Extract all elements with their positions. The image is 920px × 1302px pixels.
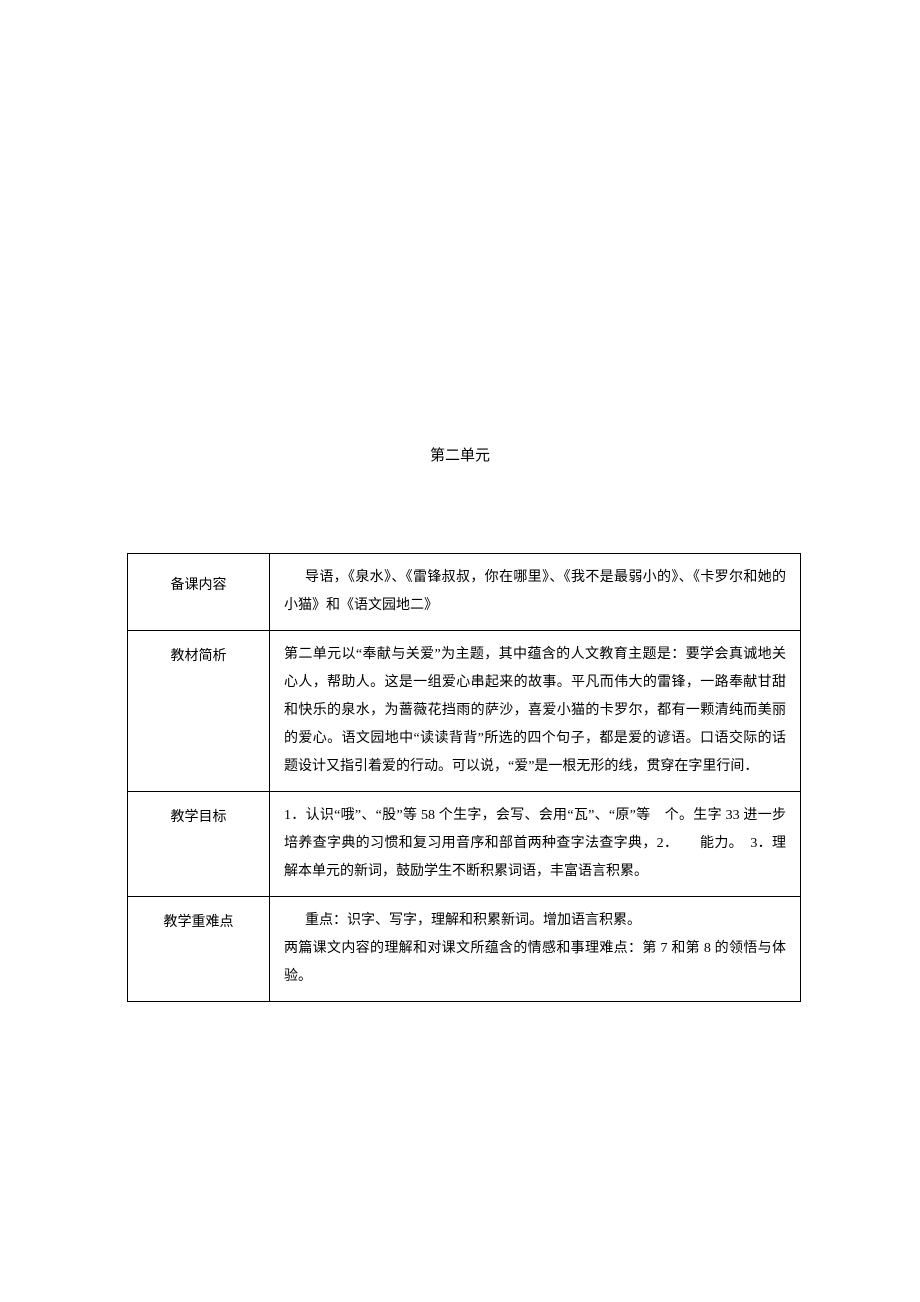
cell-text-line2: 两篇课文内容的理解和对课文所蕴含的情感和事理难点：第 7 和第 8 的领悟与体验… <box>284 935 786 991</box>
table-row: 备课内容 导语，《泉水》、《雷锋叔叔，你在哪里》、《我不是最弱小的》、《卡罗尔和… <box>128 554 801 631</box>
page: 第二单元 备课内容 导语，《泉水》、《雷锋叔叔，你在哪里》、《我不是最弱小的》、… <box>0 0 920 1302</box>
lesson-plan-table: 备课内容 导语，《泉水》、《雷锋叔叔，你在哪里》、《我不是最弱小的》、《卡罗尔和… <box>127 553 801 1002</box>
unit-title: 第二单元 <box>0 444 920 465</box>
row-content-key-difficulties: 重点：识字、写字，理解和积累新词。增加语言积累。 两篇课文内容的理解和对课文所蕴… <box>270 897 801 1002</box>
row-label-material-analysis: 教材简析 <box>128 631 270 792</box>
cell-text: 1．认识“哦”、“股”等 58 个生字，会写、会用“瓦”、“原”等 个。生字 3… <box>284 802 786 886</box>
cell-text-line1: 重点：识字、写字，理解和积累新词。增加语言积累。 <box>284 907 786 935</box>
cell-text: 第二单元以“奉献与关爱”为主题，其中蕴含的人文教育主题是：要学会真诚地关心人，帮… <box>284 641 786 781</box>
row-content-prep-content: 导语，《泉水》、《雷锋叔叔，你在哪里》、《我不是最弱小的》、《卡罗尔和她的小猫》… <box>270 554 801 631</box>
table-row: 教学重难点 重点：识字、写字，理解和积累新词。增加语言积累。 两篇课文内容的理解… <box>128 897 801 1002</box>
table-row: 教材简析 第二单元以“奉献与关爱”为主题，其中蕴含的人文教育主题是：要学会真诚地… <box>128 631 801 792</box>
row-label-key-difficulties: 教学重难点 <box>128 897 270 1002</box>
row-content-material-analysis: 第二单元以“奉献与关爱”为主题，其中蕴含的人文教育主题是：要学会真诚地关心人，帮… <box>270 631 801 792</box>
cell-text: 导语，《泉水》、《雷锋叔叔，你在哪里》、《我不是最弱小的》、《卡罗尔和她的小猫》… <box>284 564 786 620</box>
row-content-teaching-goals: 1．认识“哦”、“股”等 58 个生字，会写、会用“瓦”、“原”等 个。生字 3… <box>270 792 801 897</box>
row-label-teaching-goals: 教学目标 <box>128 792 270 897</box>
row-label-prep-content: 备课内容 <box>128 554 270 631</box>
table-row: 教学目标 1．认识“哦”、“股”等 58 个生字，会写、会用“瓦”、“原”等 个… <box>128 792 801 897</box>
